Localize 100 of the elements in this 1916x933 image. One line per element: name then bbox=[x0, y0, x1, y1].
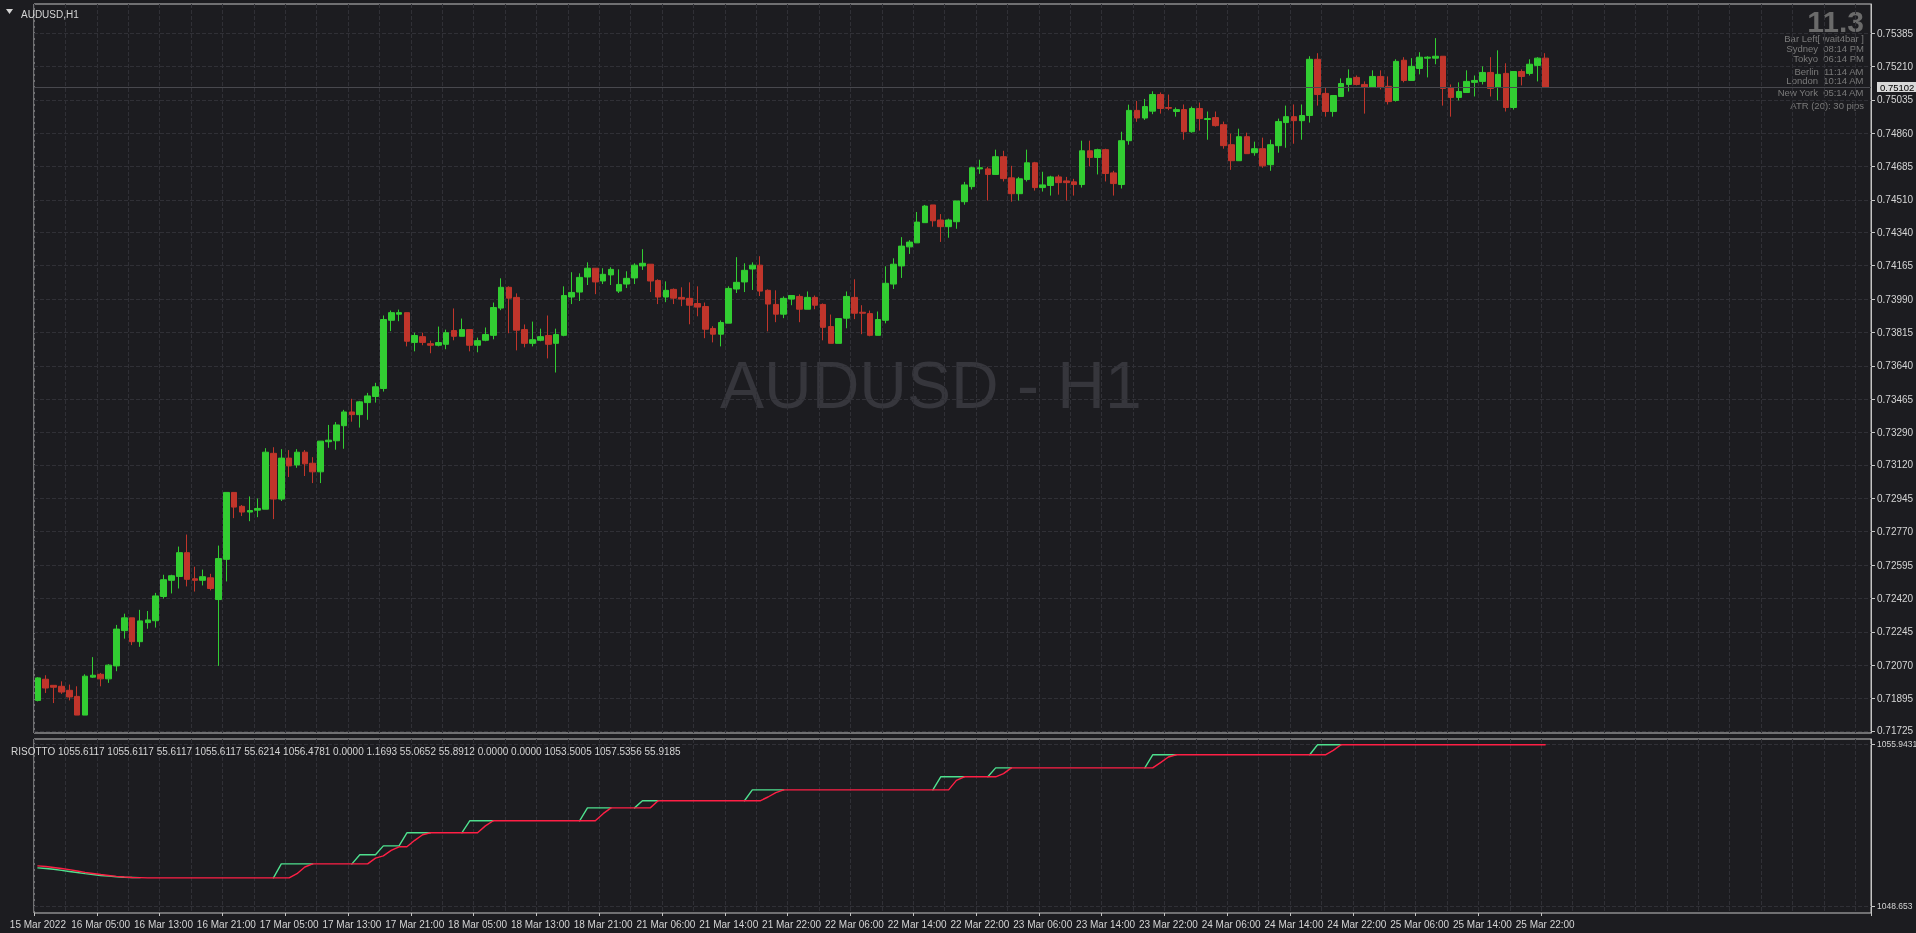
candlestick bbox=[663, 280, 669, 303]
candlestick bbox=[451, 307, 457, 341]
candlestick bbox=[1448, 83, 1454, 118]
candlestick bbox=[137, 609, 143, 648]
candlestick bbox=[1393, 58, 1399, 103]
candlestick bbox=[1369, 69, 1376, 88]
candlestick bbox=[922, 204, 928, 224]
candlestick bbox=[765, 288, 771, 332]
candlestick bbox=[184, 534, 190, 587]
y-tick-label: 0.74860 bbox=[1877, 127, 1914, 139]
text: RISOTTO 1055.6117 1055.6117 55.6117 1055.6117 55.6214 1056.4781 0.0000 1.1693 55.0652 55.8912 0.0000 0.0000 1053.5005 1057.5356 55.9185 bbox=[11, 745, 682, 757]
candlestick bbox=[1259, 137, 1266, 169]
candlestick bbox=[1079, 140, 1085, 189]
candlestick bbox=[129, 617, 135, 646]
y-tick-label: 0.73640 bbox=[1877, 360, 1914, 372]
candlestick bbox=[545, 315, 552, 359]
candlestick bbox=[977, 159, 983, 175]
candlestick bbox=[294, 448, 300, 469]
candlestick bbox=[1236, 128, 1242, 162]
candlestick bbox=[828, 314, 834, 344]
candlestick bbox=[553, 328, 559, 373]
candlestick bbox=[90, 656, 96, 679]
ref-line-label: 0.75102 bbox=[1880, 81, 1915, 93]
candlestick bbox=[804, 290, 811, 310]
candlestick bbox=[239, 504, 245, 517]
x-tick-label: 16 Mar 21:00 bbox=[196, 918, 257, 930]
y-tick-label: 1055.9431 bbox=[1877, 738, 1916, 749]
y-tick-label: 0.74165 bbox=[1877, 260, 1914, 272]
y-tick-label: 0.71725 bbox=[1877, 725, 1914, 737]
y-tick-label: 0.75210 bbox=[1877, 61, 1914, 73]
y-tick-label: 0.72945 bbox=[1877, 492, 1914, 504]
candlestick bbox=[231, 491, 237, 519]
candlestick bbox=[773, 289, 779, 323]
x-tick-label: 24 Mar 22:00 bbox=[1327, 918, 1387, 930]
candlestick bbox=[1495, 49, 1501, 101]
candlestick bbox=[411, 332, 418, 352]
x-tick-label: 17 Mar 05:00 bbox=[259, 918, 320, 930]
x-tick-label: 17 Mar 13:00 bbox=[322, 918, 382, 930]
candlestick bbox=[1181, 103, 1187, 141]
y-tick-label: 0.74340 bbox=[1877, 226, 1914, 238]
x-tick-label: 25 Mar 06:00 bbox=[1390, 918, 1450, 930]
y-tick-label: 0.73465 bbox=[1877, 393, 1914, 405]
x-tick-label: 23 Mar 14:00 bbox=[1076, 918, 1136, 930]
candlestick bbox=[1244, 132, 1250, 155]
candlestick bbox=[419, 332, 426, 346]
candlestick bbox=[286, 449, 292, 478]
candlestick bbox=[427, 340, 434, 354]
candlestick bbox=[812, 294, 818, 310]
candlestick bbox=[1032, 161, 1038, 192]
candlestick bbox=[207, 573, 214, 591]
candlestick bbox=[1173, 107, 1180, 118]
x-tick-label: 18 Mar 21:00 bbox=[573, 918, 634, 930]
candlestick bbox=[199, 569, 206, 586]
x-tick-label: 22 Mar 22:00 bbox=[950, 918, 1010, 930]
y-tick-label: 0.74685 bbox=[1877, 161, 1914, 173]
x-tick-label: 21 Mar 22:00 bbox=[762, 918, 822, 930]
candlestick bbox=[1094, 148, 1101, 175]
x-tick-label: 17 Mar 21:00 bbox=[385, 918, 445, 930]
candlestick bbox=[1204, 111, 1211, 141]
y-tick-label: 0.72245 bbox=[1877, 626, 1914, 638]
candlestick bbox=[749, 261, 756, 291]
x-tick-label: 16 Mar 13:00 bbox=[134, 918, 194, 930]
y-tick-label: 0.73815 bbox=[1877, 326, 1914, 338]
candlestick bbox=[796, 293, 803, 323]
candlestick bbox=[592, 267, 599, 295]
candlestick bbox=[1542, 52, 1549, 88]
chart-title: AUDUSD,H1 bbox=[21, 8, 80, 20]
x-tick-label: 22 Mar 14:00 bbox=[887, 918, 948, 930]
candlestick bbox=[466, 329, 473, 352]
candlestick bbox=[35, 676, 41, 702]
candlestick bbox=[1251, 141, 1258, 157]
annotation: Tokyo 06:14 PM bbox=[1793, 52, 1865, 64]
y-tick-label: 0.72070 bbox=[1877, 659, 1914, 671]
x-tick-label: 18 Mar 05:00 bbox=[448, 918, 508, 930]
candlestick bbox=[97, 672, 104, 687]
y-tick-label: 0.75035 bbox=[1877, 94, 1914, 106]
annotation: Sydney 08:14 PM bbox=[1786, 42, 1865, 54]
y-tick-label: 0.73120 bbox=[1877, 459, 1914, 471]
candlestick bbox=[82, 673, 88, 716]
candlestick bbox=[1503, 62, 1509, 113]
candlestick bbox=[600, 267, 606, 285]
y-tick-label: 0.71895 bbox=[1877, 692, 1914, 704]
candlestick bbox=[1346, 68, 1352, 92]
candlestick bbox=[1134, 100, 1140, 123]
x-tick-label: 18 Mar 13:00 bbox=[510, 918, 571, 930]
candlestick bbox=[1189, 106, 1195, 134]
candlestick bbox=[1291, 103, 1297, 145]
y-tick-label: 0.72420 bbox=[1877, 592, 1914, 604]
candlestick bbox=[278, 448, 285, 502]
x-tick-label: 21 Mar 06:00 bbox=[636, 918, 696, 930]
y-tick-label: 0.75385 bbox=[1877, 27, 1914, 39]
x-tick-label: 23 Mar 06:00 bbox=[1013, 918, 1073, 930]
x-tick-label: 25 Mar 22:00 bbox=[1515, 918, 1576, 930]
y-tick-label: 0.72770 bbox=[1877, 526, 1914, 538]
candlestick bbox=[404, 312, 410, 347]
candlestick bbox=[192, 566, 198, 593]
annotation: London 10:14 AM bbox=[1786, 75, 1864, 86]
candlestick bbox=[1196, 102, 1203, 132]
candlestick bbox=[1518, 68, 1525, 86]
y-tick-label: 0.72595 bbox=[1877, 559, 1914, 571]
